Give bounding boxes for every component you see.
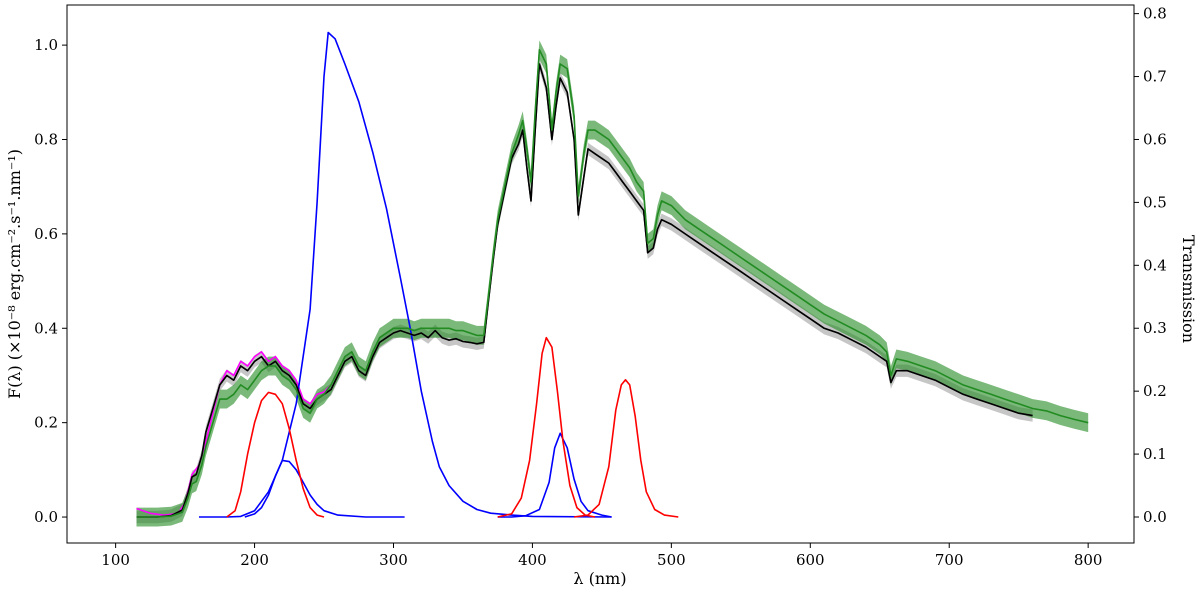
series-line-8: [136, 63, 1033, 518]
x-axis-ticks: 100 200 300 400 500 600 700 800: [101, 543, 1102, 569]
y-tick-label: 0.6: [34, 225, 58, 243]
series-line-4: [226, 391, 325, 518]
x-tick-label: 400: [518, 551, 547, 569]
y-tick-label: 0.0: [34, 508, 58, 526]
series-line-9: [136, 48, 1089, 518]
y2-tick-label: 0.3: [1143, 319, 1167, 337]
x-tick-label: 100: [101, 551, 130, 569]
y-tick-label: 0.2: [34, 414, 58, 432]
y2-axis-label: Transmission: [1179, 235, 1198, 343]
y-tick-label: 0.8: [34, 131, 58, 149]
x-tick-label: 500: [657, 551, 686, 569]
y-axis-label: F(λ) (×10⁻⁸ erg.cm⁻².s⁻¹.nm⁻¹): [5, 149, 24, 399]
band-7: [136, 57, 1033, 524]
plot-frame: [66, 4, 1135, 544]
y2-tick-label: 0.5: [1143, 193, 1167, 211]
series-line-3: [497, 432, 612, 518]
series-line-5: [497, 336, 596, 518]
uncertainty-bands: [136, 40, 1089, 527]
x-tick-label: 700: [935, 551, 964, 569]
series-line-2: [244, 459, 405, 518]
y-tick-label: 0.4: [34, 319, 58, 337]
series-line-7: [136, 63, 1033, 518]
y2-tick-label: 0.2: [1143, 382, 1167, 400]
y2-tick-label: 0.0: [1143, 508, 1167, 526]
x-axis-label: λ (nm): [573, 569, 626, 588]
x-tick-label: 200: [240, 551, 269, 569]
series-line-6: [573, 378, 679, 518]
y2-tick-label: 0.4: [1143, 256, 1167, 274]
x-tick-label: 800: [1074, 551, 1103, 569]
y-axis-ticks: 0.0 0.2 0.4 0.6 0.8 1.0: [34, 36, 67, 526]
y-tick-label: 1.0: [34, 36, 58, 54]
y2-tick-label: 0.8: [1143, 5, 1167, 23]
x-tick-label: 300: [379, 551, 408, 569]
y2-tick-label: 0.6: [1143, 130, 1167, 148]
y2-axis-ticks: 0.0 0.1 0.2 0.3 0.4 0.5 0.6 0.7 0.8: [1134, 5, 1167, 526]
x-tick-label: 600: [796, 551, 825, 569]
y2-tick-label: 0.1: [1143, 445, 1167, 463]
series-lines: [136, 31, 1089, 518]
band-9: [136, 40, 1089, 527]
y2-tick-label: 0.7: [1143, 68, 1167, 86]
